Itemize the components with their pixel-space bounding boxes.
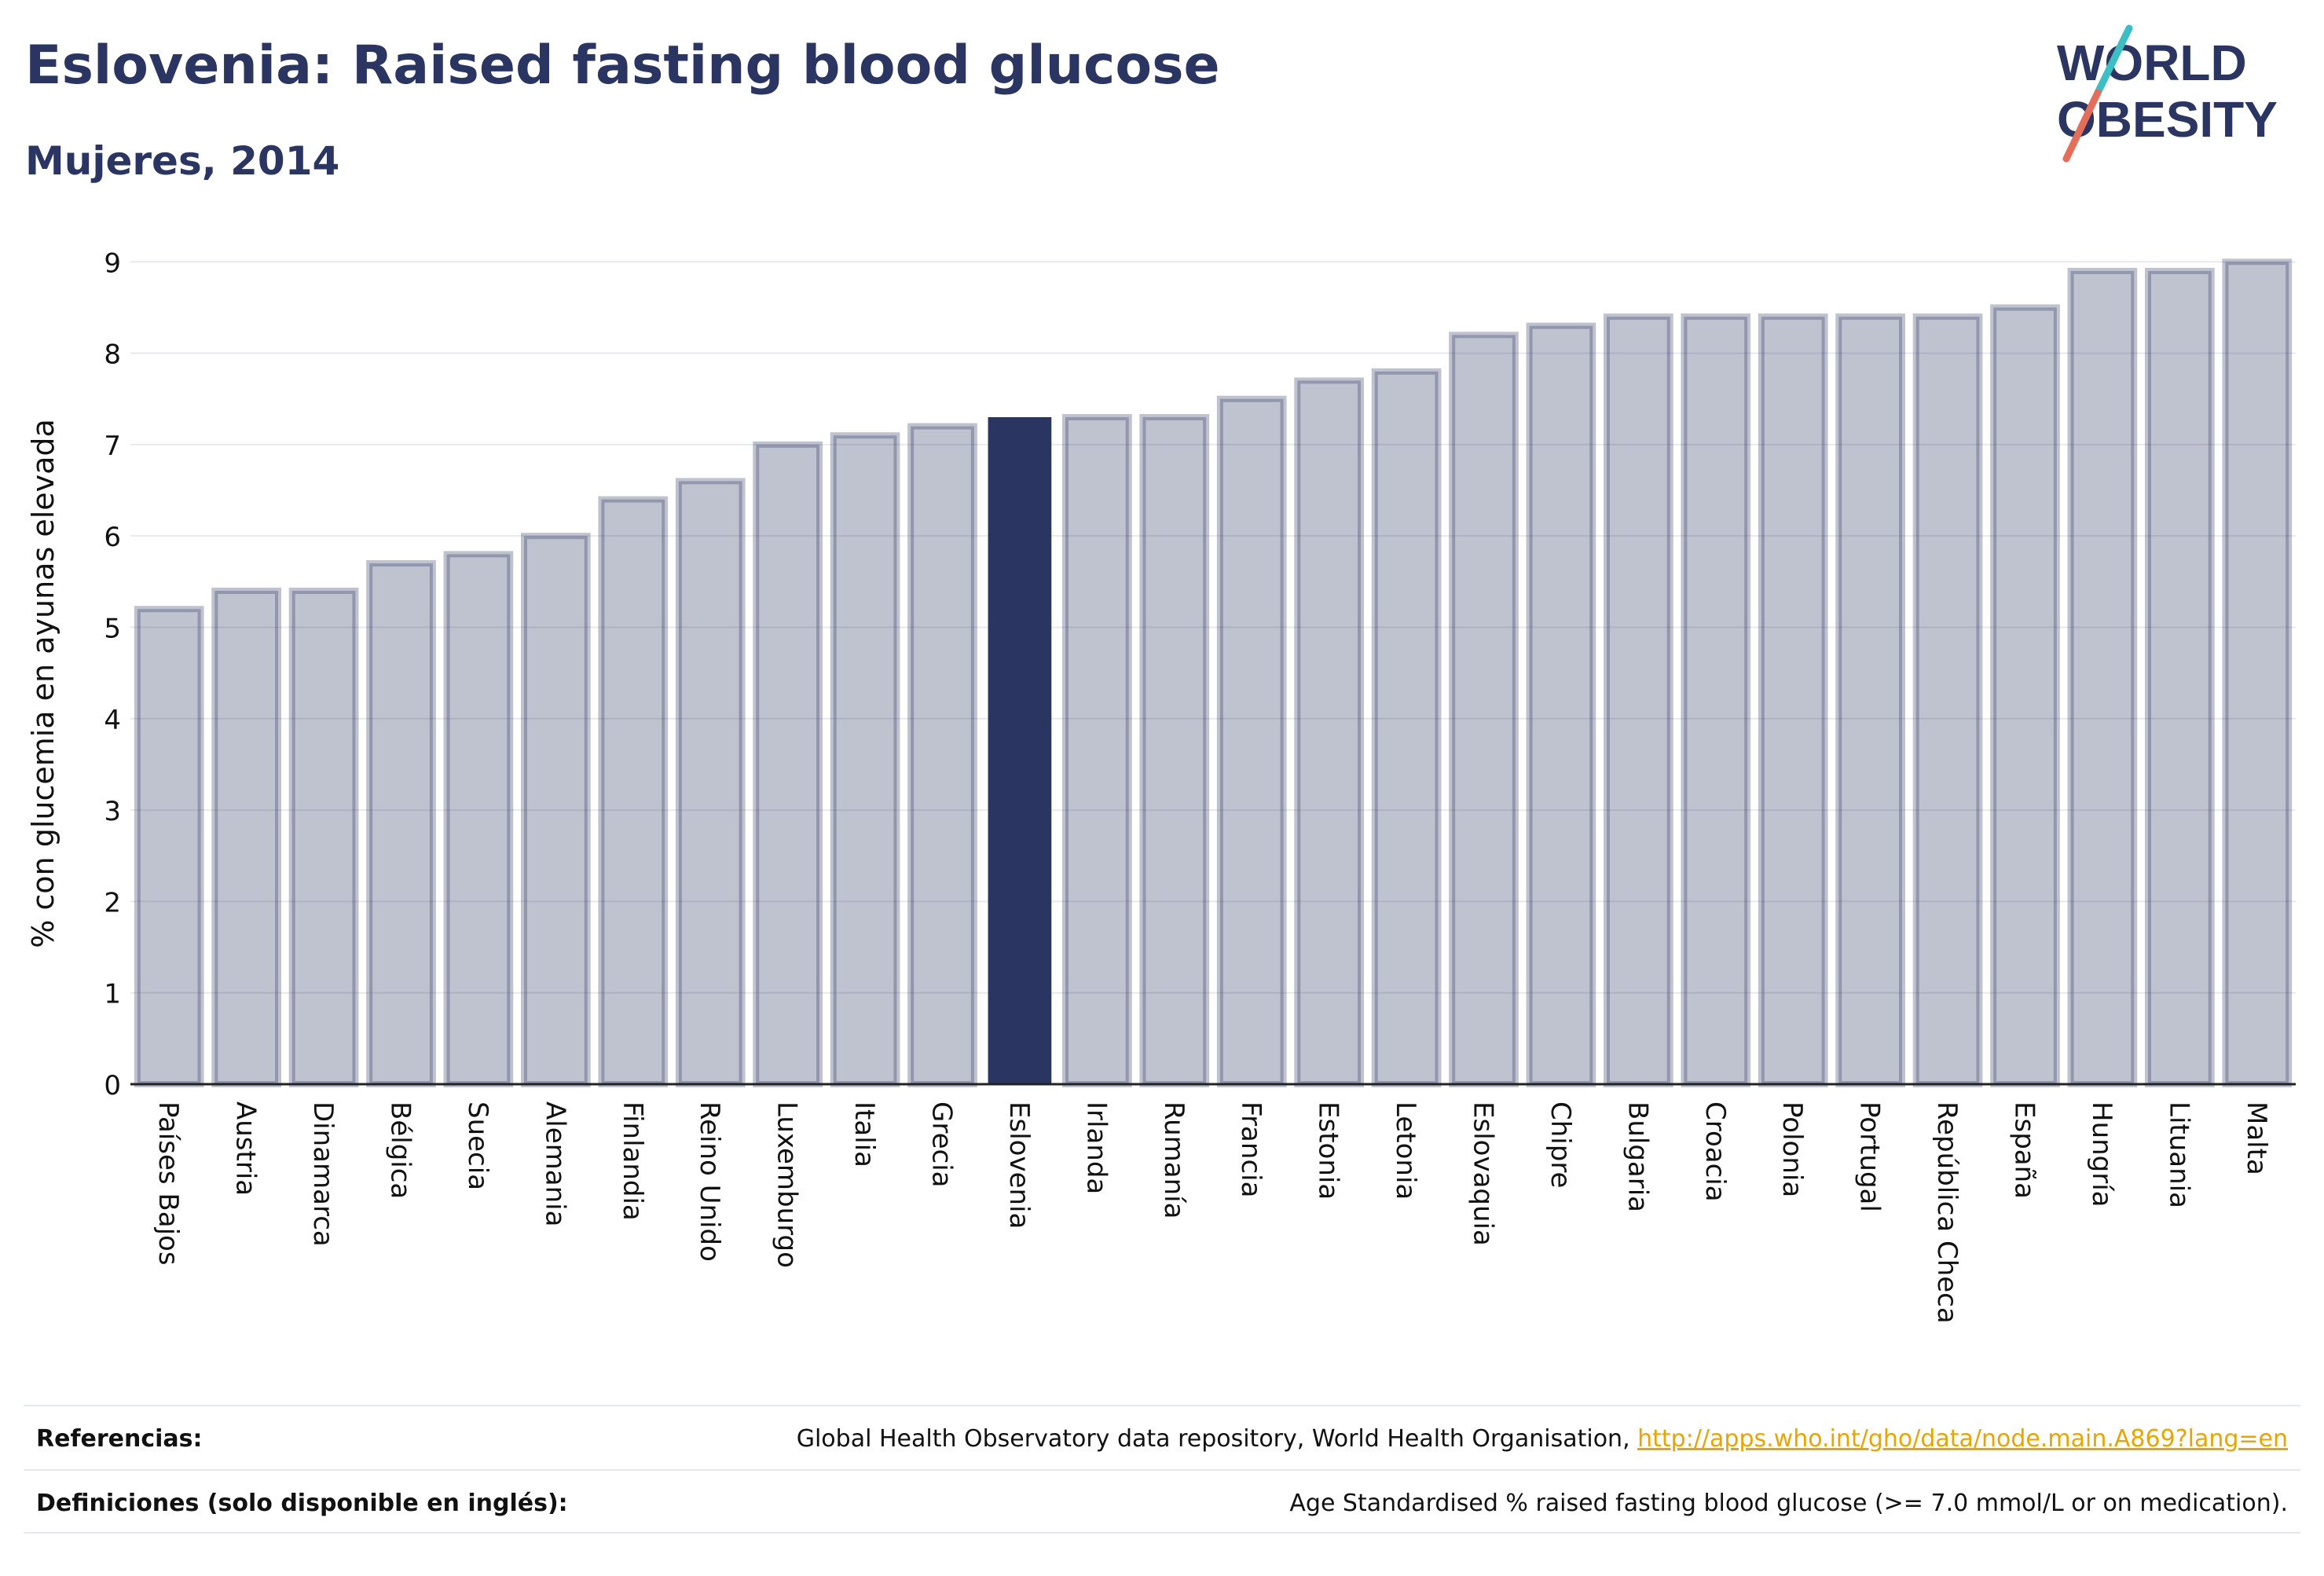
x-tick-label: España [2009, 1101, 2040, 1199]
bar-República Checa [1912, 313, 1983, 1088]
bar-Suecia [443, 551, 514, 1087]
y-tick-label: 9 [104, 247, 121, 279]
bar-Eslovaquia [1449, 332, 1519, 1088]
bar-Letonia [1371, 368, 1442, 1087]
x-tick-label: Finlandia [617, 1101, 648, 1221]
y-tick-label: 8 [104, 339, 121, 371]
bar-Hungría [2067, 267, 2138, 1087]
x-tick-label: Portugal [1854, 1101, 1886, 1212]
bars [134, 258, 2293, 1088]
bar-Croacia [1681, 313, 1751, 1088]
bar-Reino Unido [675, 478, 746, 1087]
x-tick-label: Eslovaquia [1468, 1101, 1499, 1246]
chart-title: Eslovenia: Raised fasting blood glucose [25, 35, 1220, 97]
bar-Lituania [2145, 267, 2215, 1087]
x-tick-label: Luxemburgo [772, 1101, 803, 1268]
x-tick-label: Lituania [2163, 1101, 2194, 1208]
x-tick-label: Croacia [1699, 1101, 1731, 1202]
bar-Polonia [1758, 313, 1828, 1088]
bar-Dinamarca [288, 587, 359, 1087]
bar-Austria [211, 587, 281, 1087]
x-tick-label: Grecia [926, 1101, 958, 1187]
x-tick-label: Eslovenia [1003, 1101, 1035, 1229]
x-tick-label: Bulgaria [1622, 1101, 1653, 1212]
y-tick-label: 2 [104, 887, 121, 918]
x-tick-label: Suecia [462, 1101, 493, 1190]
x-tick-label: Alemania [539, 1101, 570, 1226]
bar-Rumanía [1139, 413, 1210, 1087]
logo-slash-top [2094, 24, 2133, 97]
bar-Alemania [521, 533, 591, 1087]
y-axis-label: % con glucemia en ayunas elevada [26, 419, 60, 948]
x-tick-label: Polonia [1776, 1101, 1808, 1197]
x-tick-label: Malta [2241, 1101, 2272, 1175]
y-tick-label: 5 [104, 613, 121, 644]
definitions-value: Age Standardised % raised fasting blood … [1289, 1490, 2288, 1517]
bar-Francia [1216, 395, 1287, 1087]
references-text: Global Health Observatory data repositor… [796, 1425, 1638, 1453]
bar-Luxemburgo [753, 441, 823, 1087]
definitions-label: Definiciones (solo disponible en inglés)… [36, 1490, 568, 1517]
bar-Bélgica [366, 560, 436, 1087]
x-tick-label: Irlanda [1080, 1101, 1112, 1194]
x-tick-label: República Checa [1931, 1101, 1963, 1324]
y-tick-label: 1 [104, 979, 121, 1010]
logo-slash-bottom [2062, 89, 2102, 163]
chart-subtitle: Mujeres, 2014 [25, 138, 340, 184]
x-tick-label: Chipre [1545, 1101, 1576, 1188]
x-tick-label: Letonia [1390, 1101, 1421, 1200]
logo-line1: WORLD [2057, 35, 2247, 91]
bar-Bulgaria [1604, 313, 1673, 1088]
x-tick-label: Rumanía [1158, 1101, 1189, 1219]
x-tick-label: Austria [230, 1101, 262, 1196]
bar-Estonia [1294, 377, 1364, 1087]
bar-Irlanda [1062, 413, 1132, 1087]
x-tick-label: Estonia [1313, 1101, 1344, 1200]
y-tick-label: 4 [104, 705, 121, 736]
world-obesity-logo: WORLD OBESITY [2057, 24, 2278, 163]
bar-Chipre [1526, 322, 1596, 1088]
bar-Italia [830, 432, 900, 1087]
references-link[interactable]: http://apps.who.int/gho/data/node.main.A… [1637, 1425, 2288, 1453]
bar-Portugal [1835, 313, 1905, 1088]
y-tick-label: 6 [104, 522, 121, 553]
bar-Malta [2222, 258, 2293, 1087]
bar-Países Bajos [134, 606, 204, 1087]
x-tick-label: Bélgica [385, 1101, 416, 1199]
footer-divider-bottom [24, 1532, 2300, 1534]
y-tick-label: 7 [104, 431, 121, 462]
bar-Grecia [907, 423, 977, 1087]
references-label: Referencias: [36, 1425, 203, 1453]
x-tick-label: Italia [849, 1101, 880, 1167]
bar-España [1990, 304, 2060, 1088]
x-tick-label: Dinamarca [307, 1101, 339, 1247]
x-tick-label: Reino Unido [694, 1101, 725, 1262]
bar-Eslovenia [988, 416, 1052, 1084]
bar-chart: 0 1 2 3 4 5 6 7 8 9 Países Bajos Austria Dinamarca Bé… [26, 247, 2296, 1324]
references-value: Global Health Observatory data repositor… [797, 1425, 2288, 1453]
footer-divider-top [24, 1405, 2300, 1406]
bar-Finlandia [598, 496, 669, 1087]
y-tick-label: 0 [104, 1070, 121, 1101]
footer-divider-middle [24, 1469, 2300, 1471]
y-tick-label: 3 [104, 796, 121, 827]
tick-labels: 0 1 2 3 4 5 6 7 8 9 Países Bajos Austria Dinamarca Bé… [104, 247, 2271, 1323]
x-tick-label: Países Bajos [152, 1101, 184, 1266]
x-tick-label: Hungría [2086, 1101, 2117, 1208]
x-tick-label: Francia [1235, 1101, 1266, 1197]
